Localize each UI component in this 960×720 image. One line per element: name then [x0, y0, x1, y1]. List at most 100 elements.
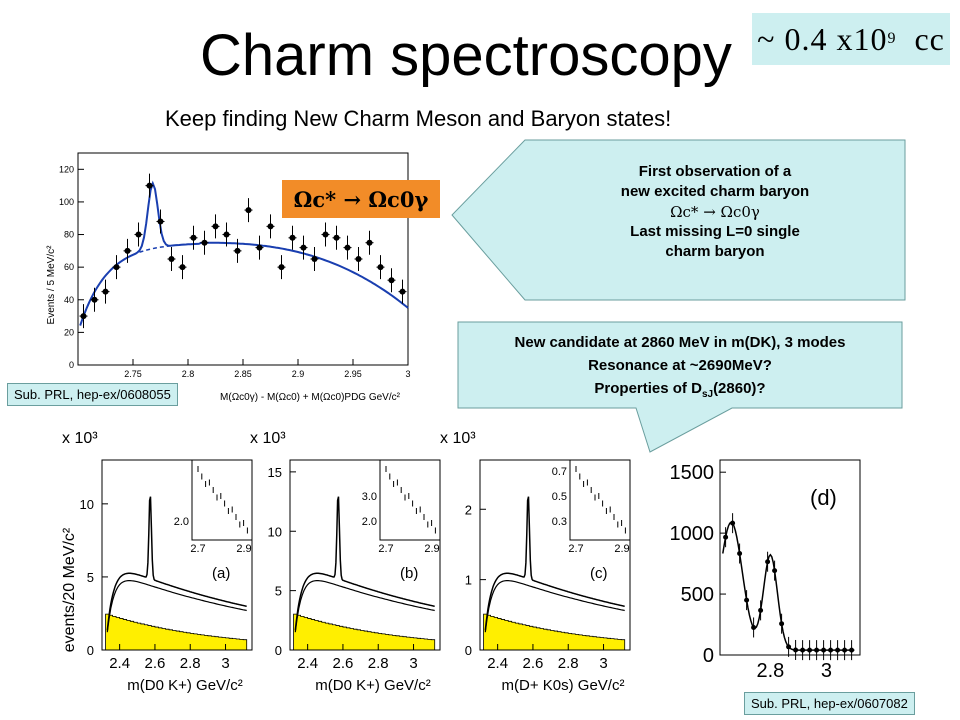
- histogram-background-fill: [293, 613, 436, 651]
- callout-meson-line3-sub: sJ: [701, 389, 714, 400]
- callout-meson-shape: [457, 321, 903, 453]
- panel-d-point: [723, 534, 729, 540]
- panel-y-tick-label: 5: [275, 584, 282, 599]
- panel-d-point: [800, 647, 806, 653]
- omega-data-point: [212, 223, 219, 230]
- omega-data-point: [278, 264, 285, 271]
- panel-a: x 10³ 0 5 10 2.4 2.6 2.8 3 m(D0 K+) GeV/c² (a) 2.7…: [62, 430, 253, 694]
- slide-title: Charm spectroscopy: [200, 23, 732, 88]
- omega-data-point: [102, 288, 109, 295]
- panel-frame: [101, 459, 253, 651]
- decay-label: Ωc* → Ωc0γ: [282, 180, 440, 218]
- panel-d-point: [849, 647, 855, 653]
- omega-data-point: [146, 182, 153, 189]
- omega-data-point: [267, 223, 274, 230]
- inset-frame: [379, 459, 441, 541]
- omega-data-point: [234, 247, 241, 254]
- panel-multiplier: x 10³: [250, 430, 286, 447]
- callout-baryon-line2: new excited charm baryon: [620, 183, 810, 200]
- panel-xlabel: m(D0 K+) GeV/c²: [127, 677, 242, 694]
- panel-d-point: [779, 621, 785, 627]
- panel-x-tick-label: 3: [221, 655, 229, 672]
- inset-x-tick-label: 2.9: [424, 543, 439, 555]
- omega-xlabel: M(Ωc0γ) - M(Ωc0) + M(Ωc0)PDG GeV/c²: [220, 392, 401, 403]
- inset-y-tick-label: 0.5: [552, 491, 567, 503]
- panel-label: (a): [212, 565, 230, 582]
- panel-d-y-tick-label: 500: [681, 584, 714, 606]
- inset-x-tick-label: 2.7: [378, 543, 393, 555]
- omega-data-point: [377, 264, 384, 271]
- omega-y-tick-label: 40: [64, 295, 74, 305]
- panel-d-point: [730, 520, 736, 526]
- inset-frame: [191, 459, 253, 541]
- callout-baryon-shape: [451, 139, 906, 301]
- panel-frame: [289, 459, 441, 651]
- panel-y-tick-label: 1: [465, 573, 472, 588]
- omega-data-point: [289, 234, 296, 241]
- panel-y-tick-label: 10: [80, 497, 94, 512]
- omega-data-point: [91, 296, 98, 303]
- panel-y-tick-label: 5: [87, 570, 94, 585]
- callout-baryon-decay: Ωc* → Ωc0γ: [670, 203, 760, 221]
- panel-d-x-tick-label: 3: [821, 660, 832, 682]
- panel-d-point: [828, 647, 834, 653]
- panel-d-point: [751, 624, 757, 630]
- omega-data-point: [223, 231, 230, 238]
- callout-baryon-line5: charm baryon: [665, 243, 765, 260]
- omega-data-point: [311, 256, 318, 262]
- panel-label: (b): [400, 565, 418, 582]
- panel-frame: [479, 459, 631, 651]
- omega-ylabel: Events / 5 MeV/c²: [46, 245, 57, 325]
- callout-meson: New candidate at 2860 MeV in m(DK), 3 mo…: [458, 331, 902, 406]
- panel-y-tick-label: 10: [268, 524, 282, 539]
- callout-meson-line3-suffix: (2860)?: [713, 380, 766, 397]
- inset-x-tick-label: 2.9: [236, 543, 251, 555]
- panel-b: x 10³ 0 5 10 15 2.4 2.6 2.8 3 m(D0 K+) GeV/c² (b) 2…: [250, 430, 441, 694]
- omega-data-point: [157, 218, 164, 225]
- panel-label: (c): [590, 565, 608, 582]
- omega-data-points: [79, 173, 407, 329]
- cc-count-text: ~ 0.4 x10: [757, 20, 888, 57]
- panel-x-tick-label: 2.4: [109, 655, 130, 672]
- histogram-background-fill: [105, 613, 248, 651]
- omega-data-point: [333, 234, 340, 241]
- omega-y-tick-label: 0: [69, 360, 74, 370]
- cc-count-unit: cc: [914, 20, 945, 57]
- panel-d-point: [737, 551, 743, 557]
- panel-d-point: [758, 607, 764, 613]
- panel-d-point: [765, 559, 771, 565]
- panel-d-point: [835, 647, 841, 653]
- omega-data-point: [113, 264, 120, 271]
- omega-data-point: [245, 207, 252, 214]
- cc-count-exp: 9: [887, 30, 897, 47]
- panel-d-point: [814, 647, 820, 653]
- omega-data-point: [179, 264, 186, 271]
- histogram-fit: [484, 496, 625, 631]
- omega-x-ticks: 2.75 2.8 2.85 2.9 2.95 3: [124, 359, 411, 379]
- panel-d-point: [793, 647, 799, 653]
- inset-x-tick-label: 2.7: [568, 543, 583, 555]
- slide-subtitle: Keep finding New Charm Meson and Baryon …: [165, 106, 672, 131]
- panel-y-tick-label: 0: [275, 643, 282, 658]
- panel-d-point: [807, 647, 813, 653]
- panel-x-tick-label: 2.8: [180, 655, 201, 672]
- callout-meson-line3-prefix: Properties of D: [594, 380, 702, 397]
- inset-y-tick-label: 0.3: [552, 516, 567, 528]
- panel-d-fit: [722, 521, 855, 651]
- omega-total-fit: [79, 180, 409, 326]
- panel-d-x-tick-label: 2.8: [756, 660, 784, 682]
- callout-baryon: First observation of a new excited charm…: [530, 162, 900, 262]
- ref-left: Sub. PRL, hep-ex/0608055: [7, 383, 178, 406]
- panel-xlabel: m(D0 K+) GeV/c²: [315, 677, 430, 694]
- panel-d-frame: [719, 459, 861, 656]
- ref-right: Sub. PRL, hep-ex/0607082: [744, 692, 915, 715]
- panel-d-y-tick-label: 1500: [670, 462, 715, 484]
- panel-multiplier: x 10³: [440, 430, 476, 447]
- omega-y-tick-label: 100: [59, 197, 74, 207]
- histogram-background-fill: [483, 613, 626, 651]
- omega-data-point: [135, 231, 142, 238]
- callout-baryon-line1: First observation of a: [638, 163, 792, 180]
- omega-x-tick-label: 2.9: [292, 369, 305, 379]
- omega-data-point: [366, 239, 373, 246]
